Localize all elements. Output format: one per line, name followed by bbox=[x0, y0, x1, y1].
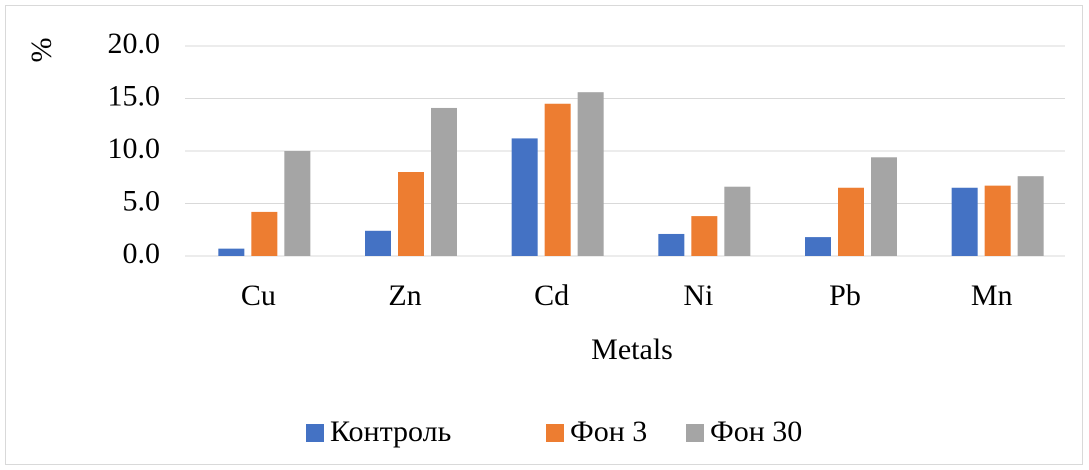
legend-label: Контроль bbox=[330, 415, 451, 448]
y-axis-label: % bbox=[25, 38, 58, 63]
bar bbox=[251, 211, 278, 256]
y-tick-label: 15.0 bbox=[108, 79, 161, 112]
legend-swatch bbox=[546, 424, 564, 442]
bar bbox=[511, 138, 538, 256]
bar bbox=[284, 151, 311, 256]
y-tick-label: 10.0 bbox=[108, 132, 161, 165]
x-tick-label: Ni bbox=[683, 279, 713, 312]
y-tick-label: 5.0 bbox=[123, 184, 161, 217]
bar bbox=[431, 107, 457, 256]
legend-label: Фон 30 bbox=[710, 415, 802, 448]
x-tick-label: Cd bbox=[534, 279, 569, 312]
x-tick-label: Mn bbox=[971, 279, 1013, 312]
bar bbox=[724, 186, 751, 256]
x-tick-label: Cu bbox=[241, 279, 276, 312]
bar bbox=[577, 92, 604, 256]
legend-swatch bbox=[686, 424, 704, 442]
bar bbox=[871, 157, 897, 256]
chart-border bbox=[5, 5, 1083, 465]
bar bbox=[658, 233, 685, 256]
x-tick-label: Zn bbox=[388, 279, 421, 312]
legend-swatch bbox=[306, 424, 324, 442]
bar bbox=[984, 185, 1011, 256]
legend-label: Фон 3 bbox=[570, 415, 647, 448]
bar bbox=[398, 172, 424, 256]
bar bbox=[805, 237, 831, 256]
y-tick-label: 0.0 bbox=[123, 237, 161, 270]
bar bbox=[691, 216, 718, 256]
bar bbox=[951, 187, 978, 256]
x-axis-label: Metals bbox=[591, 333, 673, 366]
bar bbox=[838, 187, 864, 256]
bar bbox=[1017, 176, 1044, 256]
y-tick-label: 20.0 bbox=[108, 27, 161, 60]
bar bbox=[218, 248, 245, 256]
x-tick-label: Pb bbox=[829, 279, 861, 312]
bar bbox=[544, 103, 571, 256]
bar bbox=[365, 230, 391, 256]
